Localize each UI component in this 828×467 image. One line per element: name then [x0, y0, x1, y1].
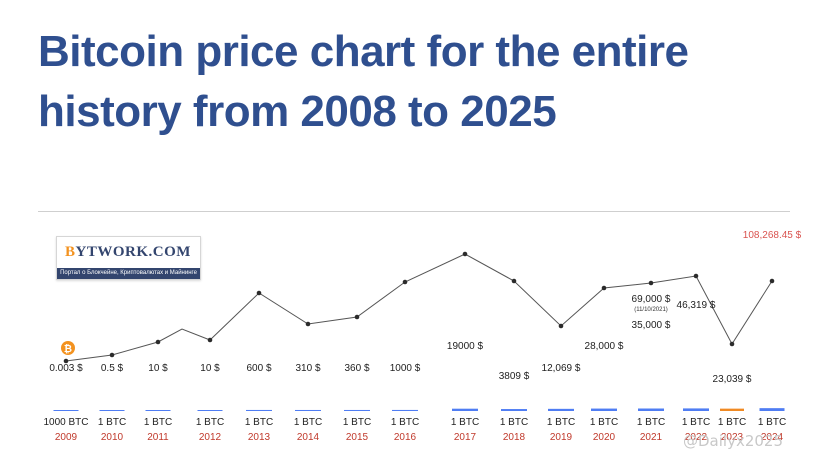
unit-label: 1 BTC [682, 417, 710, 428]
price-bar [501, 409, 527, 411]
trend-marker [729, 341, 735, 347]
price-label: 46,319 $ [677, 300, 716, 311]
unit-label: 1 BTC [245, 417, 273, 428]
year-label: 2010 [101, 432, 124, 443]
price-label: 3809 $ [499, 371, 530, 382]
price-label: 1000 $ [390, 363, 421, 374]
year-label: 2012 [199, 432, 222, 443]
price-label: 0.5 $ [101, 363, 124, 374]
unit-label: 1 BTC [343, 417, 371, 428]
logo-bitcoin-b: B [65, 244, 76, 260]
year-label: 2017 [454, 432, 477, 443]
price-label: 23,039 $ [713, 374, 752, 385]
price-label: 108,268.45 $ [743, 230, 802, 241]
year-label: 2019 [550, 432, 573, 443]
price-bar [295, 409, 321, 411]
price-bar [720, 408, 744, 411]
trend-marker [256, 290, 262, 296]
unit-label: 1 BTC [590, 417, 618, 428]
bitcoin-icon [61, 341, 75, 355]
year-label: 2021 [640, 432, 663, 443]
unit-label: 1 BTC [294, 417, 322, 428]
title-divider [38, 211, 790, 212]
price-label: 10 $ [200, 363, 220, 374]
price-bar [197, 410, 223, 411]
price-bar [344, 409, 370, 411]
price-bar [683, 408, 709, 411]
year-label: 2013 [248, 432, 271, 443]
trend-marker [207, 337, 213, 343]
price-label: 28,000 $ [585, 341, 624, 352]
logo-tagline: Портал о Блокчейне, Криптовалютах и Майн… [57, 268, 200, 279]
price-bar [759, 408, 785, 411]
unit-label: 1 BTC [196, 417, 224, 428]
price-label: 0.003 $ [49, 363, 83, 374]
year-label: 2016 [394, 432, 417, 443]
year-label: 2015 [346, 432, 369, 443]
trend-marker [155, 339, 161, 345]
year-label: 2009 [55, 432, 78, 443]
unit-label: 1 BTC [547, 417, 575, 428]
unit-label: 1 BTC [758, 417, 786, 428]
price-label: 35,000 $ [632, 320, 671, 331]
unit-label: 1 BTC [637, 417, 665, 428]
trend-marker [462, 251, 468, 257]
price-bar [392, 409, 418, 411]
unit-label: 1 BTC [98, 417, 126, 428]
unit-label: 1 BTC [144, 417, 172, 428]
trend-marker [63, 358, 69, 364]
trend-marker [109, 352, 115, 358]
year-label: 2023 [721, 432, 744, 443]
price-label: 360 $ [344, 363, 369, 374]
price-bar [246, 409, 272, 411]
logo-name: BYTWORK.COM [65, 244, 191, 261]
bitcoin-icon-glyph: ₿ [64, 343, 72, 355]
price-label: 310 $ [295, 363, 320, 374]
year-label: 2014 [297, 432, 320, 443]
year-label: 2011 [147, 432, 169, 443]
trend-marker [402, 279, 408, 285]
price-bar [452, 408, 478, 411]
price-bar [145, 410, 171, 411]
price-bar [548, 408, 574, 411]
unit-label: 1 BTC [391, 417, 419, 428]
price-label: 19000 $ [447, 341, 484, 352]
bytwork-logo: BYTWORK.COM Портал о Блокчейне, Криптова… [56, 236, 201, 280]
unit-label: 1 BTC [718, 417, 746, 428]
page-title: Bitcoin price chart for the entire histo… [38, 27, 689, 136]
price-label: 600 $ [246, 363, 271, 374]
trend-marker [305, 321, 311, 327]
trend-marker [601, 285, 607, 291]
price-bar [53, 410, 79, 411]
price-label: 12,069 $ [542, 363, 581, 374]
price-bar [591, 408, 617, 411]
unit-label: 1 BTC [500, 417, 528, 428]
watermark: @Dailyx2025 [683, 432, 784, 450]
year-label: 2020 [593, 432, 616, 443]
year-label: 2018 [503, 432, 526, 443]
unit-label: 1 BTC [451, 417, 479, 428]
year-label: 2024 [761, 432, 784, 443]
ath-annotation-value: 69,000 $ [632, 294, 671, 305]
trend-marker [354, 314, 360, 320]
year-label: 2022 [685, 432, 708, 443]
trend-marker [769, 278, 775, 284]
trend-marker [693, 273, 699, 279]
unit-label: 1000 BTC [43, 417, 88, 428]
ath-annotation-date: (11/10/2021) [634, 307, 668, 313]
price-bar [99, 410, 125, 411]
price-bar [638, 408, 664, 411]
price-label: 10 $ [148, 363, 168, 374]
trend-marker [648, 280, 654, 286]
logo-name-rest: YTWORK.COM [75, 244, 191, 260]
trend-marker [511, 278, 517, 284]
trend-marker [558, 323, 564, 329]
